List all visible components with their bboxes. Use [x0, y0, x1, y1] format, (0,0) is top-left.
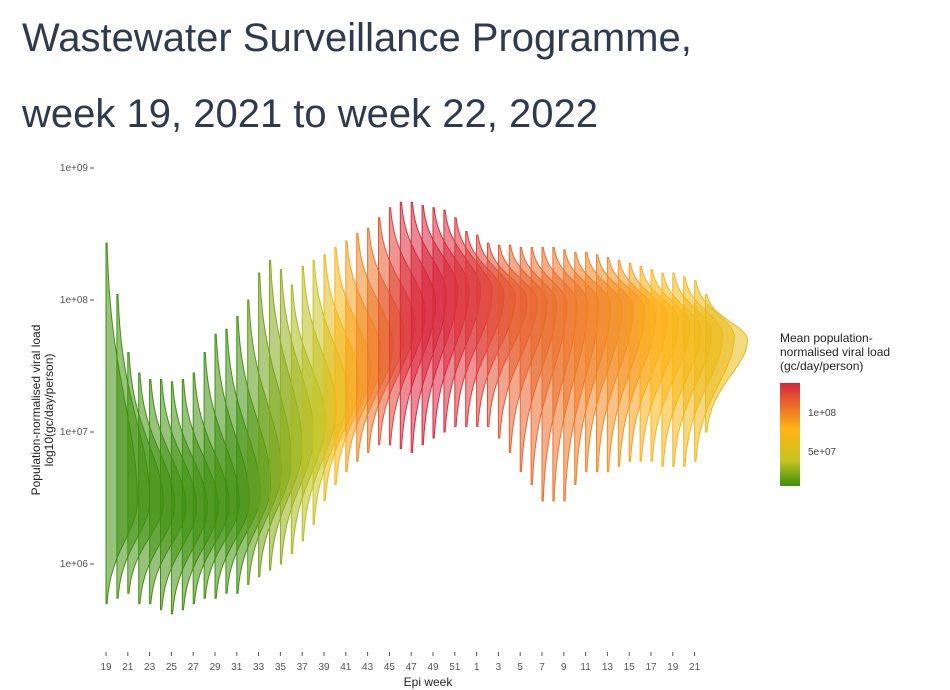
x-tick-label: 1 — [474, 662, 480, 673]
y-axis-label-line-2: log10(gc/day/person) — [42, 354, 56, 467]
x-tick-label: 29 — [209, 662, 221, 673]
x-tick-label: 21 — [689, 662, 701, 673]
y-tick-label: 1e+08 — [60, 295, 89, 306]
y-axis-ticks: 1e+09 1e+08 1e+07 1e+06 — [60, 163, 94, 570]
ridges — [105, 201, 749, 615]
x-tick-label: 41 — [340, 662, 352, 673]
x-tick-label: 3 — [496, 662, 502, 673]
x-tick-label: 35 — [275, 662, 287, 673]
x-tick-label: 7 — [539, 662, 545, 673]
legend-title-2: normalised viral load — [780, 345, 890, 359]
y-tick-label: 1e+09 — [60, 163, 89, 174]
x-tick-label: 39 — [318, 662, 330, 673]
x-axis-ticks: 19 21 23 25 27 29 31 33 35 37 39 41 43 45 47 49 51 1 3 5 7 9 1… — [100, 652, 701, 673]
title-line-2: week 19, 2021 to week 22, 2022 — [22, 92, 598, 136]
title-line-1: Wastewater Surveillance Programme, — [22, 16, 692, 60]
legend: Mean population- normalised viral load (… — [780, 331, 890, 486]
x-tick-label: 17 — [645, 662, 657, 673]
y-axis-label-line-1: Population-normalised viral load — [29, 325, 43, 496]
legend-tick-5e7: 5e+07 — [808, 447, 837, 458]
x-tick-label: 19 — [667, 662, 679, 673]
y-tick-label: 1e+06 — [60, 559, 89, 570]
x-axis-label: Epi week — [404, 675, 454, 689]
x-tick-label: 37 — [297, 662, 309, 673]
x-tick-label: 9 — [561, 662, 567, 673]
x-tick-label: 23 — [144, 662, 156, 673]
legend-title-3: (gc/day/person) — [780, 359, 863, 373]
x-tick-label: 27 — [188, 662, 200, 673]
x-tick-label: 47 — [406, 662, 418, 673]
page-title: Wastewater Surveillance Programme, week … — [22, 0, 922, 152]
x-tick-label: 31 — [231, 662, 243, 673]
x-tick-label: 11 — [580, 662, 591, 673]
x-tick-label: 15 — [624, 662, 636, 673]
x-tick-label: 51 — [449, 662, 461, 673]
x-tick-label: 25 — [166, 662, 178, 673]
x-tick-label: 49 — [427, 662, 439, 673]
ridge-week-22-55 — [705, 293, 749, 433]
x-tick-label: 43 — [362, 662, 374, 673]
x-tick-label: 13 — [602, 662, 614, 673]
legend-title-1: Mean population- — [780, 331, 873, 345]
x-tick-label: 21 — [122, 662, 134, 673]
x-tick-label: 45 — [384, 662, 396, 673]
legend-colorbar — [780, 383, 800, 486]
y-tick-label: 1e+07 — [60, 427, 89, 438]
x-tick-label: 19 — [100, 662, 112, 673]
x-tick-label: 5 — [517, 662, 523, 673]
y-axis-label: Population-normalised viral load log10(g… — [29, 325, 56, 496]
legend-tick-1e8: 1e+08 — [808, 408, 837, 419]
x-tick-label: 33 — [253, 662, 265, 673]
